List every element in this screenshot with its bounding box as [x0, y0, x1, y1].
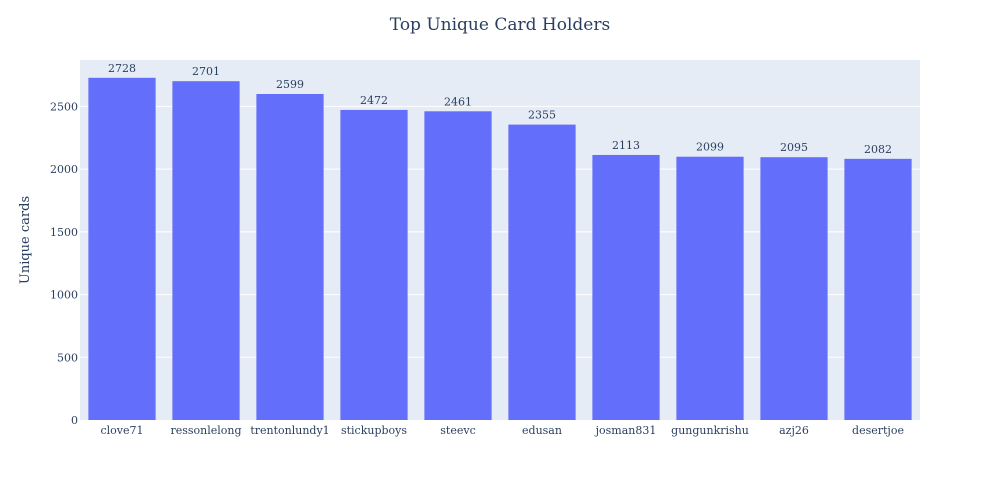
bar-value-label: 2728 [108, 62, 136, 75]
y-tick-label: 2000 [50, 163, 78, 176]
x-tick-label: stickupboys [341, 424, 407, 437]
bar [760, 157, 828, 421]
x-tick-label: steevc [440, 424, 475, 437]
x-tick-label: josman831 [594, 424, 657, 437]
bar-value-label: 2599 [276, 78, 304, 91]
bar [256, 93, 324, 420]
bar-value-label: 2461 [444, 95, 472, 108]
bar-value-label: 2082 [864, 143, 892, 156]
y-tick-label: 1000 [50, 289, 78, 302]
bar [844, 158, 912, 420]
chart-title: Top Unique Card Holders [390, 15, 610, 35]
bar-value-label: 2355 [528, 109, 556, 122]
x-tick-label: clove71 [100, 424, 143, 437]
x-tick-label: edusan [522, 424, 562, 437]
x-tick-label: gungunkrishu [671, 424, 749, 437]
data-labels: 2728 2701 2599 2472 2461 2355 2113 2099 2095 2082 [108, 62, 892, 156]
bar [508, 124, 576, 420]
bar [592, 154, 660, 420]
bar [88, 77, 156, 421]
bar [424, 111, 492, 421]
bar-value-label: 2095 [780, 141, 808, 154]
bar [676, 156, 744, 420]
bars [88, 77, 912, 421]
bar-value-label: 2099 [696, 141, 724, 154]
y-axis-ticks: 0 500 1000 1500 2000 2500 [50, 100, 78, 427]
bar-value-label: 2701 [192, 65, 220, 78]
y-tick-label: 2500 [50, 100, 78, 113]
x-axis-ticks: clove71 ressonlelong trentonlundy1 stickupb… [100, 424, 903, 437]
bar [340, 109, 408, 421]
bar [172, 81, 240, 420]
x-tick-label: trentonlundy1 [250, 424, 329, 437]
y-tick-label: 500 [57, 351, 78, 364]
y-tick-label: 1500 [50, 226, 78, 239]
x-tick-label: ressonlelong [170, 424, 241, 437]
x-tick-label: azj26 [779, 424, 809, 437]
y-axis-title: Unique cards [18, 196, 33, 284]
bar-value-label: 2113 [612, 139, 640, 152]
x-tick-label: desertjoe [852, 424, 904, 437]
y-tick-label: 0 [71, 414, 78, 427]
bar-value-label: 2472 [360, 94, 388, 107]
